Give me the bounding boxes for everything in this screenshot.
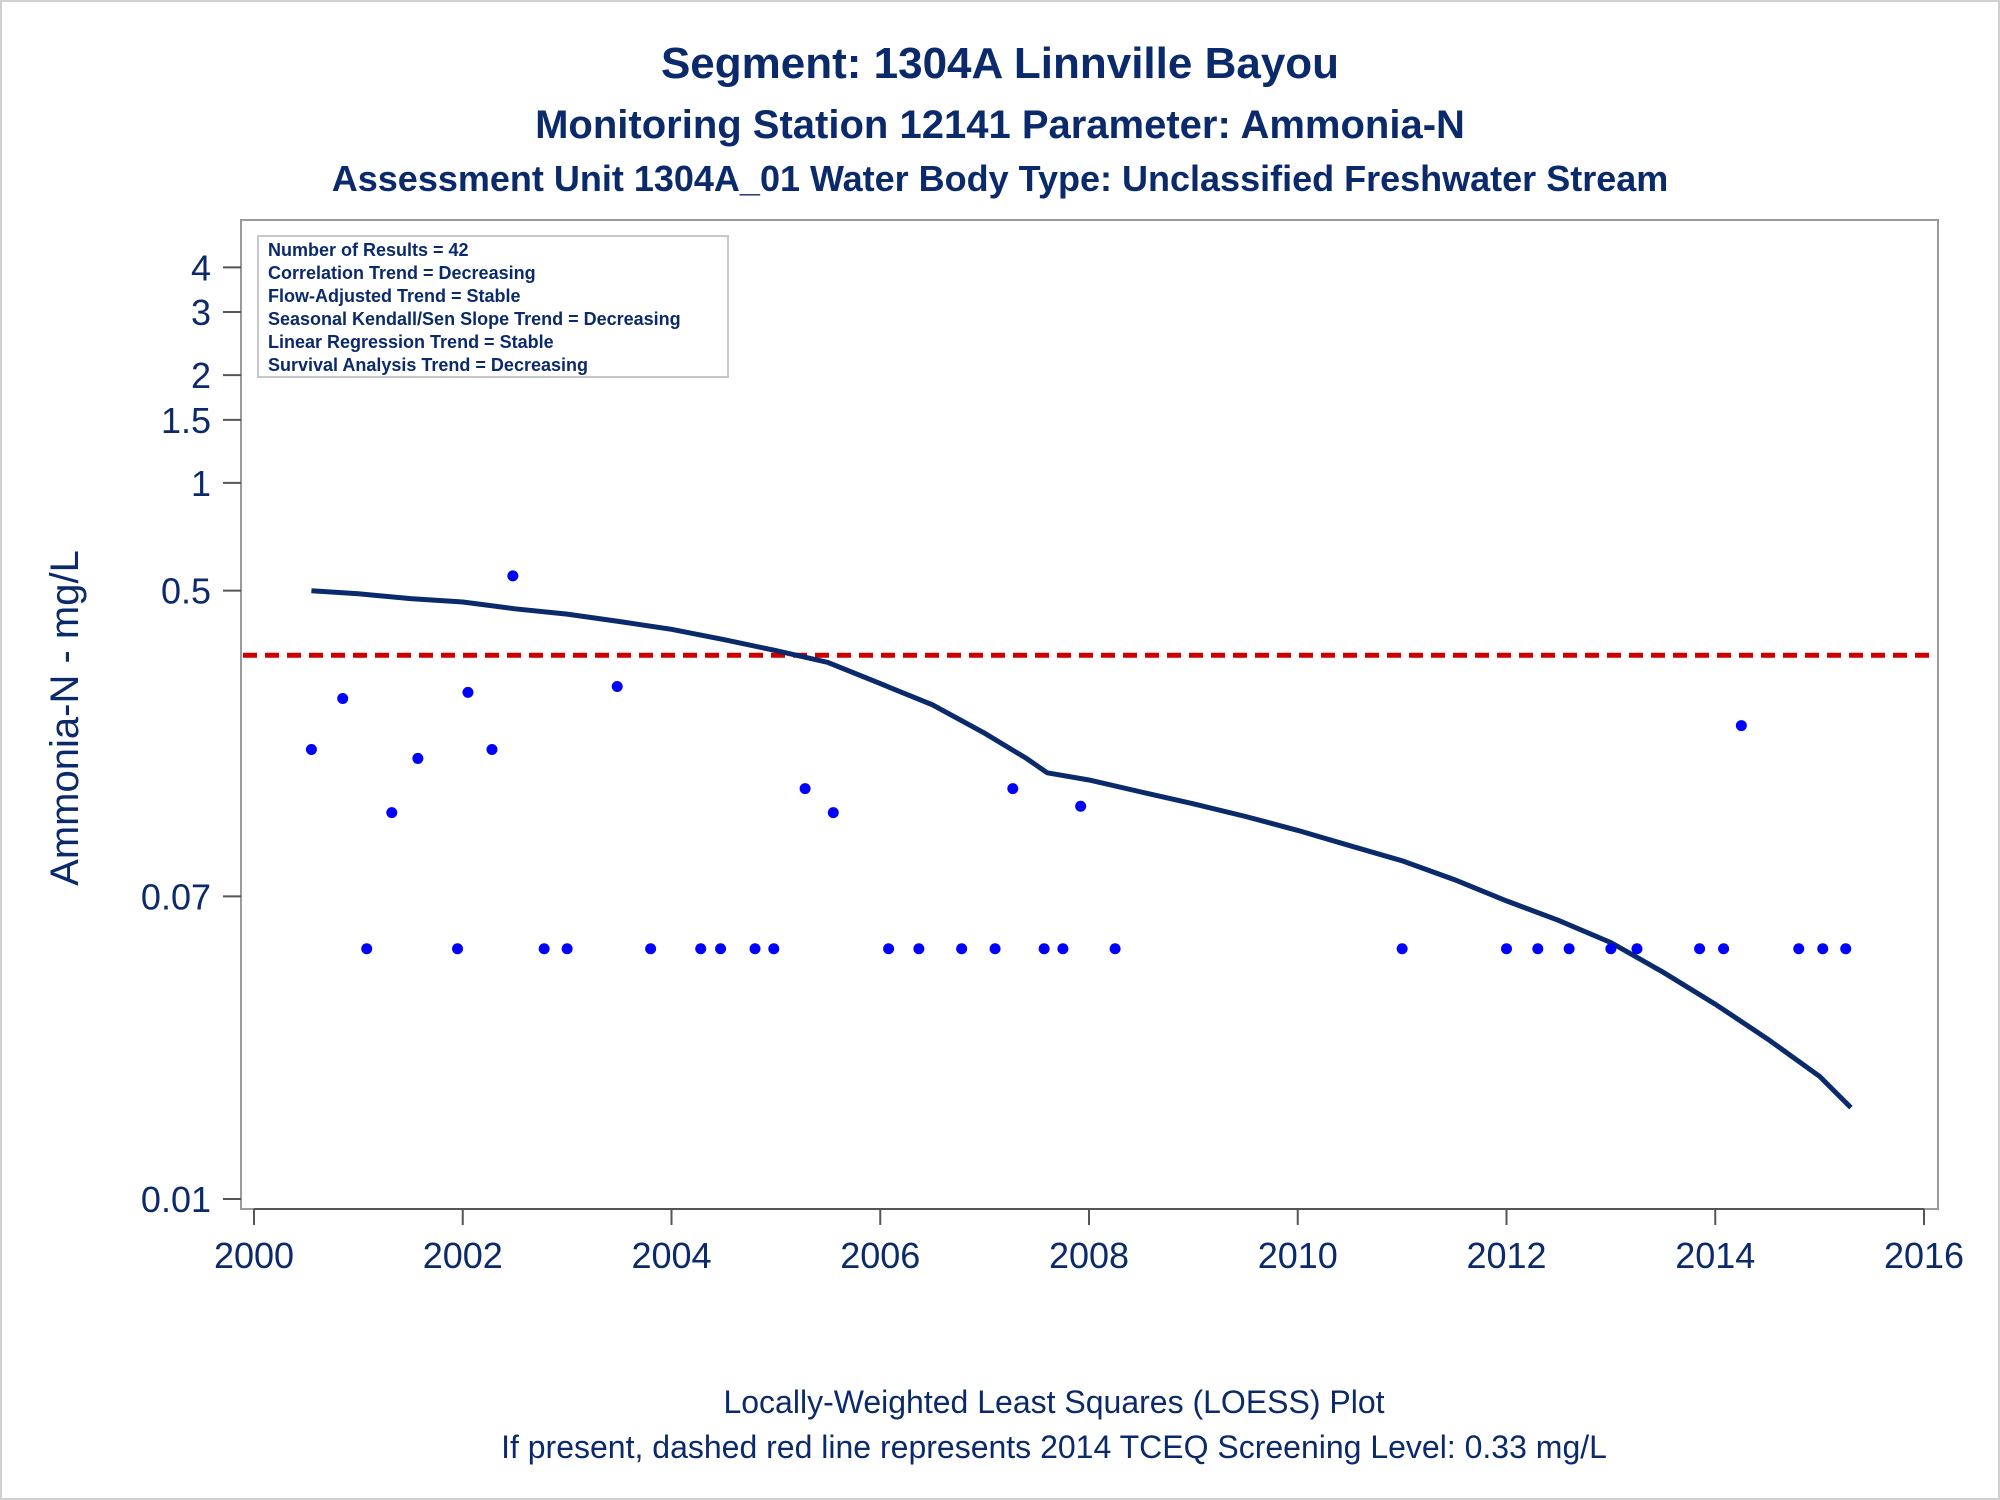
data-point — [561, 943, 573, 955]
legend-line-6: Survival Analysis Trend = Decreasing — [268, 355, 588, 375]
x-tick-label: 2014 — [1675, 1235, 1755, 1276]
data-point — [883, 943, 895, 955]
data-point — [956, 943, 968, 955]
data-point — [1694, 943, 1706, 955]
data-point — [799, 783, 811, 795]
data-point — [1109, 943, 1121, 955]
data-point — [1532, 943, 1544, 955]
data-point — [827, 807, 839, 819]
chart-subtitle: Monitoring Station 12141 Parameter: Ammo… — [535, 103, 1465, 147]
footnote-2: If present, dashed red line represents 2… — [501, 1429, 1607, 1465]
data-point — [1631, 943, 1643, 955]
data-point — [486, 744, 498, 756]
data-point — [1817, 943, 1829, 955]
y-tick-label: 4 — [191, 247, 211, 288]
legend-box-frame — [257, 235, 729, 378]
x-axis: 2000 2002 2004 2006 2008 2010 2012 2014 2016 — [214, 1208, 1964, 1276]
chart-subtitle-2: Assessment Unit 1304A_01 Water Body Type… — [332, 158, 1669, 199]
x-tick-label: 2010 — [1258, 1235, 1338, 1276]
x-tick-label: 2000 — [214, 1235, 294, 1276]
data-point — [412, 752, 424, 764]
y-tick-label: 0.5 — [161, 571, 211, 612]
data-point — [462, 686, 474, 698]
data-point — [538, 943, 550, 955]
legend-box: Number of Results = 42 Correlation Trend… — [257, 235, 729, 378]
y-tick-label: 0.01 — [141, 1179, 211, 1220]
x-tick-label: 2002 — [423, 1235, 503, 1276]
legend-line-1: Number of Results = 42 — [268, 240, 469, 260]
legend-line-3: Flow-Adjusted Trend = Stable — [268, 286, 521, 306]
data-point — [1501, 943, 1512, 955]
data-point — [361, 943, 373, 955]
y-axis-label: Ammonia-N - mg/L — [43, 550, 87, 886]
data-point — [452, 943, 464, 955]
data-point — [1735, 720, 1747, 732]
y-axis: 0.01 0.07 0.5 1 1.52 34 — [141, 247, 241, 1220]
y-tick-label: 1 — [191, 463, 211, 504]
footnote-1: Locally-Weighted Least Squares (LOESS) P… — [723, 1384, 1384, 1420]
data-point — [695, 943, 707, 955]
legend-line-2: Correlation Trend = Decreasing — [268, 263, 536, 283]
y-tick-label: 1.5 — [161, 400, 211, 441]
data-point — [768, 943, 780, 955]
loess-line — [311, 588, 1853, 1110]
data-point — [913, 943, 925, 955]
data-point — [386, 807, 398, 819]
data-point — [1563, 943, 1575, 955]
x-tick-label: 2004 — [631, 1235, 711, 1276]
data-point — [337, 692, 349, 704]
data-point — [1396, 943, 1408, 955]
x-tick-label: 2016 — [1884, 1235, 1964, 1276]
legend-line-4: Seasonal Kendall/Sen Slope Trend = Decre… — [268, 309, 681, 329]
y-tick-label: 0.07 — [141, 876, 211, 917]
data-point — [1793, 943, 1805, 955]
x-tick-label: 2006 — [840, 1235, 920, 1276]
data-point — [1057, 943, 1069, 955]
y-tick-label: 3 — [191, 292, 211, 333]
legend-line-5: Linear Regression Trend = Stable — [268, 332, 554, 352]
data-points — [305, 246, 1852, 955]
x-tick-label: 2008 — [1049, 1235, 1129, 1276]
data-point — [749, 943, 761, 955]
data-point — [1605, 943, 1617, 955]
data-point — [989, 943, 1001, 955]
data-point — [611, 680, 623, 692]
x-tick-label: 2012 — [1466, 1235, 1546, 1276]
data-point — [1075, 800, 1087, 812]
data-point — [715, 943, 727, 955]
data-point — [1840, 943, 1852, 955]
data-point — [1007, 783, 1019, 795]
y-tick-label: 2 — [191, 355, 211, 396]
data-point — [1038, 943, 1050, 955]
data-point — [305, 744, 317, 756]
data-point — [1718, 943, 1730, 955]
data-point — [645, 943, 657, 955]
data-point — [507, 570, 519, 582]
chart-title: Segment: 1304A Linnville Bayou — [661, 39, 1339, 88]
